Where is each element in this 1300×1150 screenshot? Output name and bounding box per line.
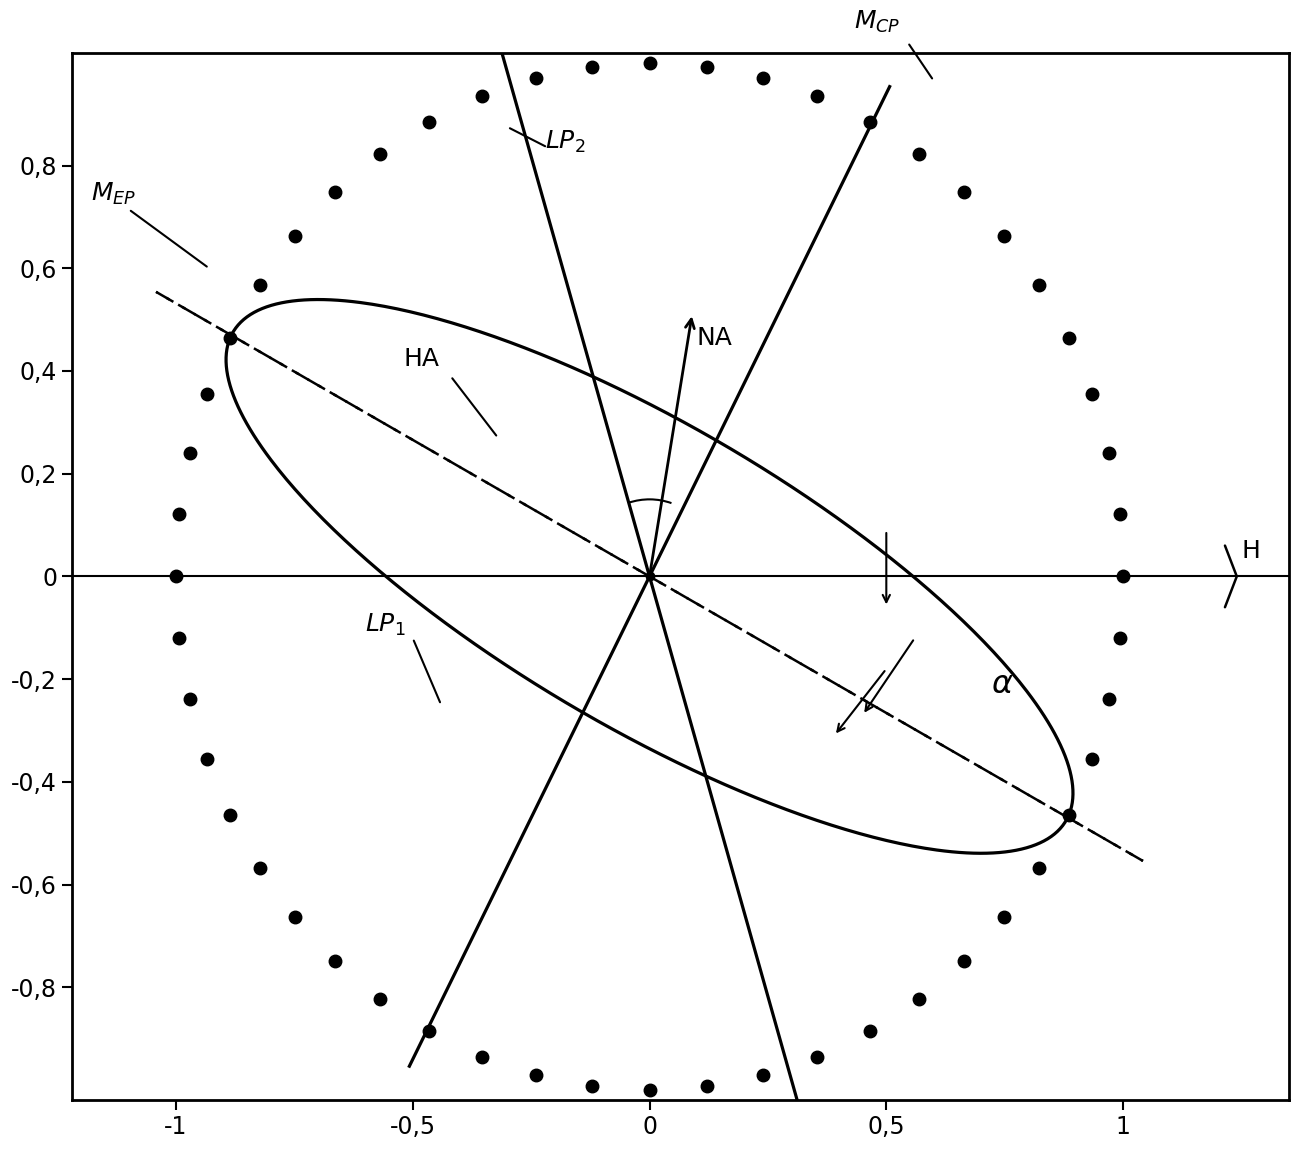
Text: $\alpha$: $\alpha$ (991, 669, 1013, 699)
Text: HA: HA (403, 347, 439, 371)
Text: $M_{CP}$: $M_{CP}$ (854, 8, 900, 34)
Text: NA: NA (697, 327, 733, 351)
Text: $LP_1$: $LP_1$ (365, 612, 406, 638)
Text: H: H (1242, 538, 1261, 562)
Text: $LP_2$: $LP_2$ (545, 129, 586, 155)
Text: $M_{EP}$: $M_{EP}$ (91, 181, 135, 207)
